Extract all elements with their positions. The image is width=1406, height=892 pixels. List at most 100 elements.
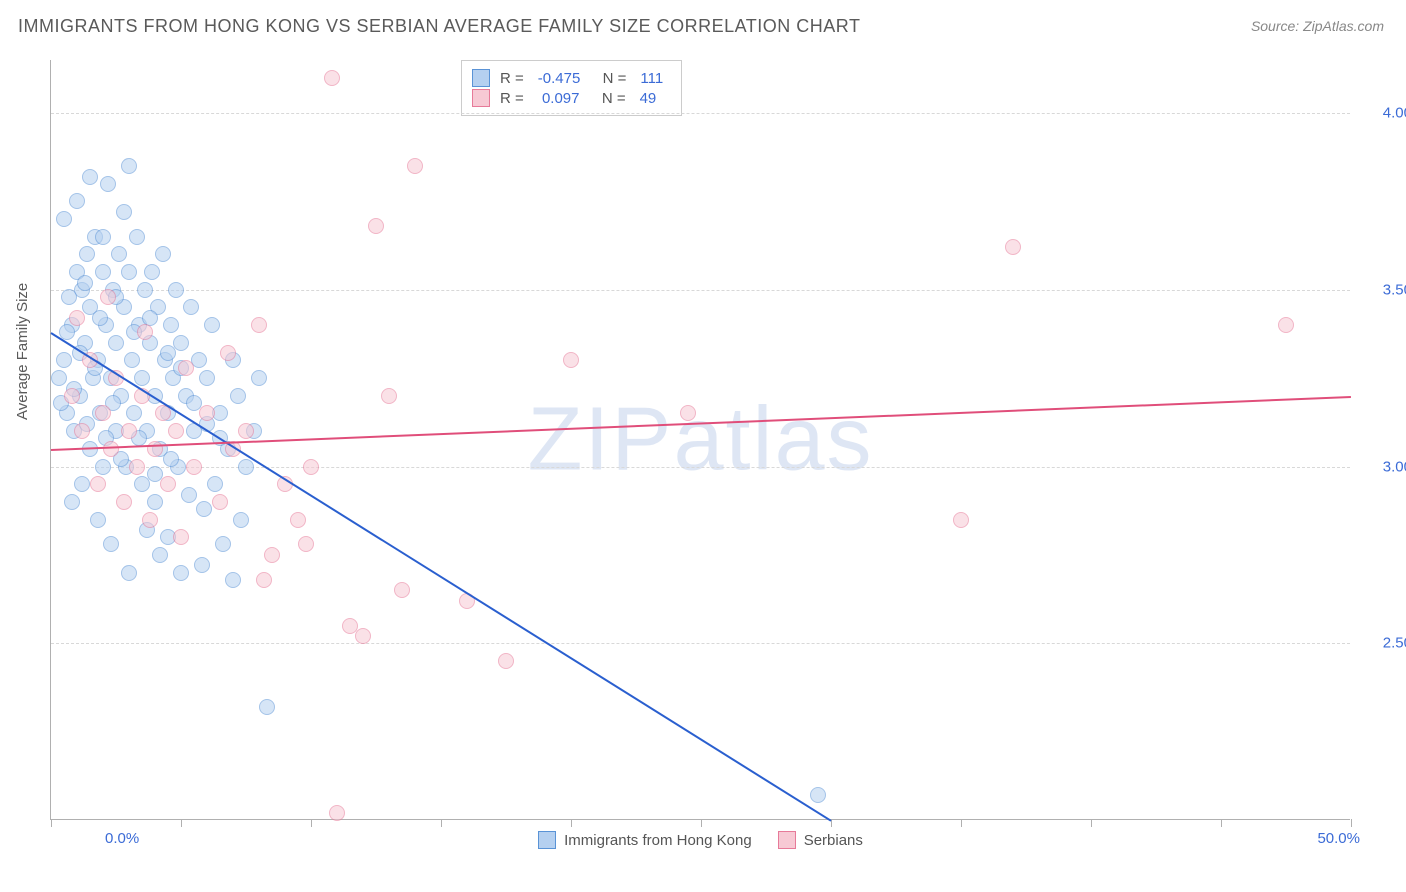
x-tick [441,819,442,827]
scatter-point [137,282,153,298]
scatter-point [1005,239,1021,255]
scatter-point [199,405,215,421]
scatter-point [155,246,171,262]
legend-n-label: N = [594,70,626,87]
scatter-point [79,246,95,262]
scatter-point [953,512,969,528]
scatter-point [394,582,410,598]
legend-n-value-sr: 49 [640,90,657,107]
scatter-point [183,299,199,315]
scatter-point [147,441,163,457]
legend-item-label: Immigrants from Hong Kong [564,832,752,849]
y-tick-label: 3.00 [1383,458,1406,475]
x-tick [571,819,572,827]
scatter-point [90,476,106,492]
scatter-point [74,476,90,492]
scatter-point [181,487,197,503]
legend-swatch-sr [472,89,490,107]
scatter-point [134,476,150,492]
scatter-point [238,423,254,439]
scatter-point [168,423,184,439]
scatter-point [186,459,202,475]
scatter-point [121,158,137,174]
legend-item-hk: Immigrants from Hong Kong [538,831,752,849]
gridline [51,643,1350,644]
legend-row-sr: R = 0.097 N = 49 [472,89,667,107]
scatter-point [152,547,168,563]
scatter-point [498,653,514,669]
scatter-point [108,335,124,351]
scatter-point [381,388,397,404]
scatter-point [680,405,696,421]
scatter-point [160,476,176,492]
scatter-point [407,158,423,174]
x-tick [1091,819,1092,827]
scatter-point [103,536,119,552]
scatter-point [225,572,241,588]
scatter-point [178,360,194,376]
scatter-point [204,317,220,333]
scatter-point [103,441,119,457]
scatter-point [230,388,246,404]
scatter-point [207,476,223,492]
scatter-point [196,501,212,517]
gridline [51,290,1350,291]
scatter-point [264,547,280,563]
scatter-point [100,289,116,305]
scatter-point [173,529,189,545]
scatter-point [61,289,77,305]
legend-r-value-hk: -0.475 [538,70,581,87]
x-tick [1221,819,1222,827]
scatter-point [199,370,215,386]
y-tick-label: 2.50 [1383,635,1406,652]
scatter-point [92,310,108,326]
chart-title: IMMIGRANTS FROM HONG KONG VS SERBIAN AVE… [18,16,860,37]
series-legend: Immigrants from Hong Kong Serbians [51,831,1350,849]
scatter-point [95,405,111,421]
scatter-point [163,317,179,333]
scatter-point [56,352,72,368]
scatter-point [144,264,160,280]
scatter-point [256,572,272,588]
scatter-point [142,512,158,528]
scatter-point [129,459,145,475]
scatter-point [355,628,371,644]
legend-item-sr: Serbians [778,831,863,849]
x-tick [701,819,702,827]
scatter-point [563,352,579,368]
scatter-point [1278,317,1294,333]
scatter-point [329,805,345,821]
scatter-point [116,494,132,510]
scatter-point [69,310,85,326]
scatter-point [810,787,826,803]
source-label: Source: ZipAtlas.com [1251,18,1384,34]
x-tick [311,819,312,827]
trendline [50,332,831,822]
scatter-point [324,70,340,86]
x-tick [961,819,962,827]
scatter-point [95,264,111,280]
scatter-point [95,229,111,245]
scatter-point [129,229,145,245]
scatter-point [238,459,254,475]
scatter-point [368,218,384,234]
x-tick [1351,819,1352,827]
legend-row-hk: R = -0.475 N = 111 [472,69,667,87]
scatter-point [51,370,67,386]
scatter-point [95,459,111,475]
scatter-point [121,423,137,439]
y-axis-title: Average Family Size [14,283,31,420]
scatter-point [298,536,314,552]
scatter-point [64,494,80,510]
scatter-point [212,494,228,510]
scatter-point [100,176,116,192]
legend-swatch-icon [538,831,556,849]
legend-r-value-sr: 0.097 [538,90,580,107]
scatter-point [251,317,267,333]
scatter-point [77,275,93,291]
scatter-point [160,345,176,361]
scatter-point [124,352,140,368]
stats-legend: R = -0.475 N = 111 R = 0.097 N = 49 [461,60,682,116]
x-tick [51,819,52,827]
scatter-point [194,557,210,573]
